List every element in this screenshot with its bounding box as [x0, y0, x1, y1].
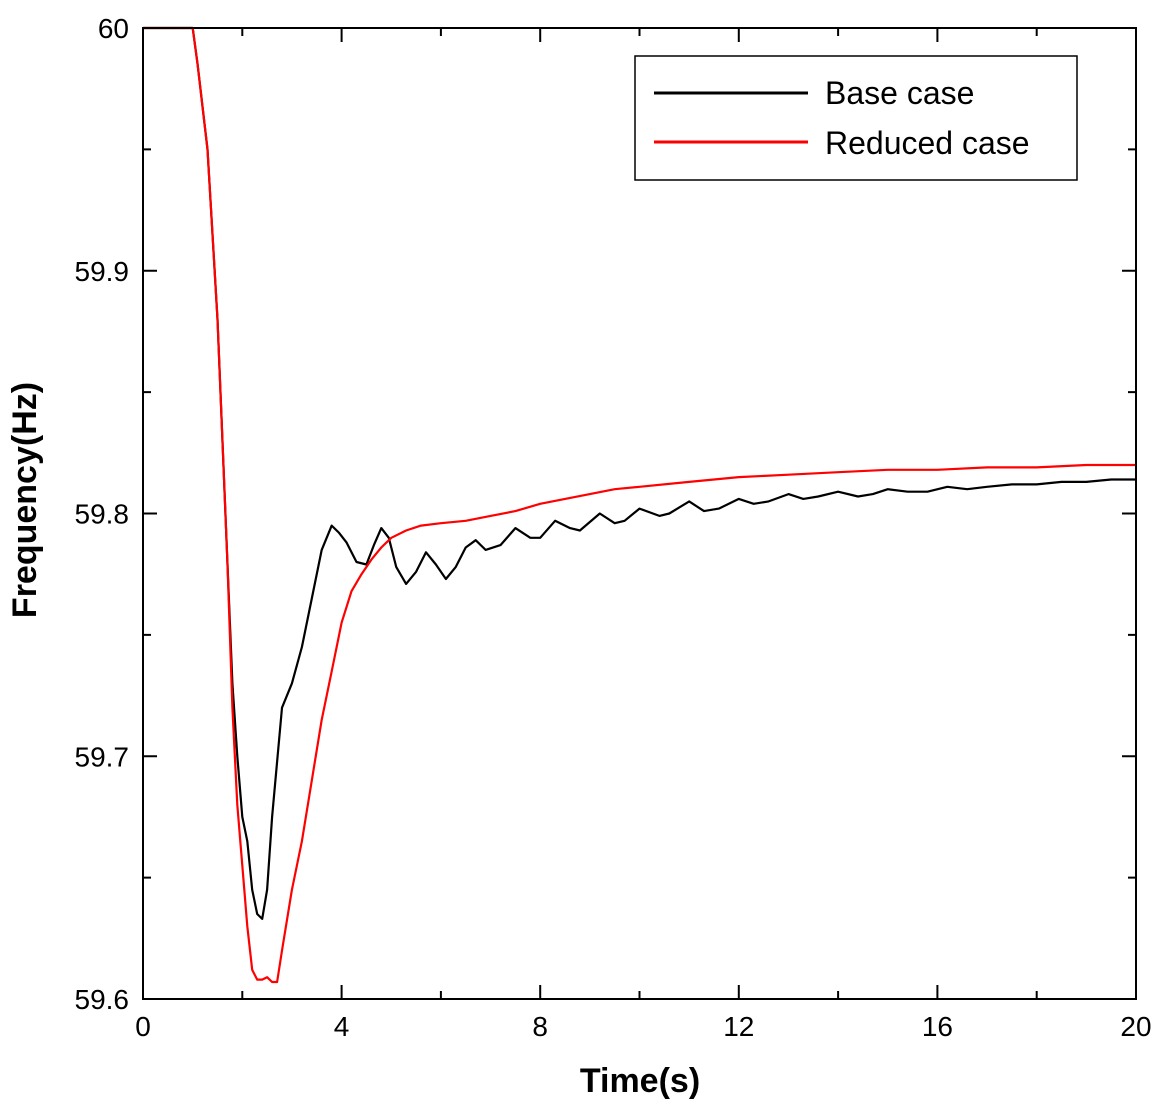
legend-box — [634, 55, 1078, 181]
y-tick-label: 59.7 — [75, 741, 130, 772]
legend-label-base-case: Base case — [825, 75, 974, 111]
x-axis-label: Time(s) — [580, 1062, 700, 1100]
x-tick-label: 20 — [1120, 1011, 1151, 1042]
series-layer — [143, 26, 1136, 984]
series-line-reduced-case — [143, 26, 1136, 984]
x-tick-label: 16 — [922, 1011, 953, 1042]
y-tick-label: 59.9 — [75, 256, 130, 287]
ticks-layer — [142, 27, 1137, 1000]
y-tick-label: 60 — [98, 13, 129, 44]
x-tick-label: 8 — [532, 1011, 548, 1042]
y-tick-label: 59.8 — [75, 499, 130, 530]
legend: Base case Reduced case — [634, 55, 1078, 181]
series-line-base-case — [143, 26, 1136, 920]
y-axis-label: Frequency(Hz) — [6, 382, 44, 618]
legend-label-reduced-case: Reduced case — [825, 125, 1030, 161]
x-tick-label: 0 — [135, 1011, 151, 1042]
x-tick-label: 4 — [334, 1011, 350, 1042]
y-tick-label: 59.6 — [75, 984, 130, 1015]
x-tick-label: 12 — [723, 1011, 754, 1042]
tick-labels-layer: 0 4 8 12 16 20 59.6 59.7 59.8 59.9 60 — [75, 13, 1152, 1042]
